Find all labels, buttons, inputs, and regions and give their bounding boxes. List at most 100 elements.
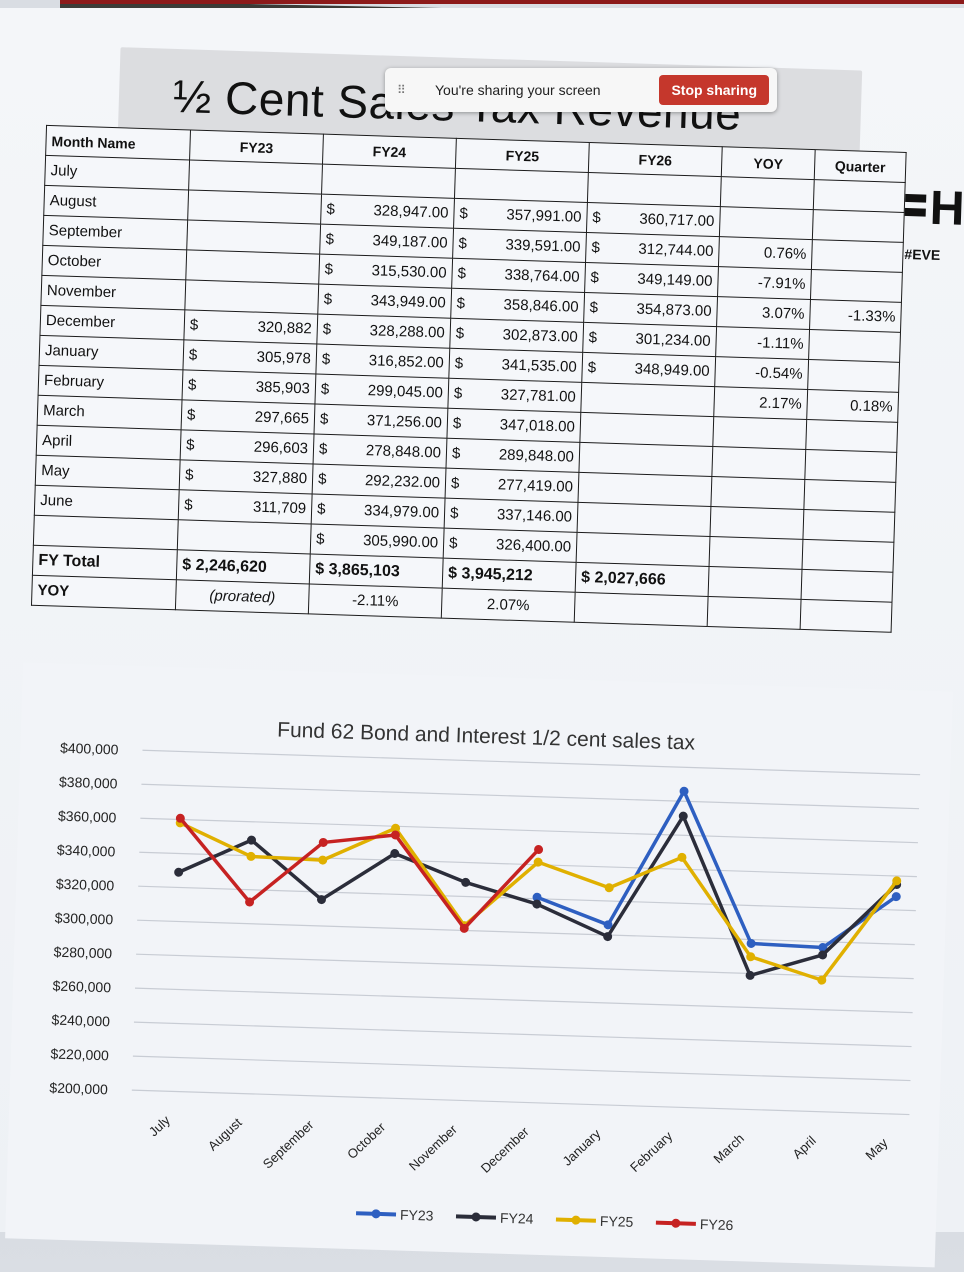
currency-symbol: $ <box>453 384 463 403</box>
data-point <box>604 883 614 893</box>
fy23-cell: $311,709 <box>178 489 313 524</box>
money-value: $315,530.00 <box>324 261 446 282</box>
drag-handle-icon[interactable]: ⠿ <box>397 83 406 97</box>
currency-symbol: $ <box>321 350 331 368</box>
y-tick-label: $300,000 <box>55 910 114 928</box>
total-fy26-value: 2,027,666 <box>594 568 666 589</box>
currency-symbol: $ <box>189 316 199 334</box>
chart-title: Fund 62 Bond and Interest 1/2 cent sales… <box>277 718 696 754</box>
fy24-cell: $305,990.00 <box>310 523 445 559</box>
currency-symbol: $ <box>589 299 599 317</box>
fy26-value: 312,744.00 <box>638 240 714 260</box>
yoy-cell <box>720 176 815 210</box>
month-cell: August <box>43 185 189 220</box>
y-tick-label: $200,000 <box>49 1080 108 1098</box>
money-value: $328,947.00 <box>326 201 448 222</box>
money-value: $385,903 <box>188 377 310 398</box>
fy23-value: 311,709 <box>252 498 307 518</box>
currency-symbol: $ <box>591 239 601 257</box>
month-cell: May <box>35 455 181 490</box>
data-point <box>892 876 902 886</box>
total-fy24-value: 3,865,103 <box>328 560 401 580</box>
currency-symbol: $ <box>319 410 329 428</box>
money-value: $334,979.00 <box>317 501 439 522</box>
fy25-value: 302,873.00 <box>502 326 578 346</box>
currency-symbol: $ <box>185 436 195 454</box>
fy26-value: 301,234.00 <box>635 330 711 350</box>
currency-symbol: $ <box>187 376 197 394</box>
money-value: $349,187.00 <box>325 231 447 252</box>
quarter-cell <box>810 269 903 303</box>
legend-label: FY26 <box>700 1216 734 1233</box>
total-fy26: $ 2,027,666 <box>575 562 710 597</box>
total-yoy <box>708 566 802 600</box>
yoy-cell <box>719 206 814 240</box>
currency-symbol: $ <box>323 290 333 308</box>
currency-symbol: $ <box>448 534 458 553</box>
fy25-cell: $338,764.00 <box>451 258 586 293</box>
header-fy25: FY25 <box>455 138 590 173</box>
month-cell: September <box>42 215 188 250</box>
month-cell: December <box>39 305 185 340</box>
currency-symbol: $ <box>324 260 334 279</box>
fy26-value: 360,717.00 <box>639 210 715 230</box>
fy25-value: 289,848.00 <box>498 446 575 466</box>
currency-symbol: $ <box>458 234 468 253</box>
money-value: $328,288.00 <box>323 321 445 342</box>
x-tick-label: April <box>790 1133 819 1162</box>
y-tick-label: $360,000 <box>58 808 117 826</box>
money-value: $326,400.00 <box>449 535 571 556</box>
legend-label: FY24 <box>500 1210 534 1227</box>
money-value: $354,873.00 <box>589 299 711 320</box>
money-value: $311,709 <box>184 496 306 517</box>
data-point <box>678 811 688 821</box>
fy26-cell: $301,234.00 <box>582 322 717 357</box>
money-value: $292,232.00 <box>318 471 440 492</box>
fy26-value: 354,873.00 <box>636 300 712 320</box>
currency-symbol: $ <box>184 466 194 484</box>
yoy-cell: 2.17% <box>713 386 808 420</box>
legend-marker <box>471 1212 481 1222</box>
data-point <box>603 932 613 942</box>
data-point <box>247 835 257 845</box>
fy26-cell: $360,717.00 <box>586 202 721 237</box>
y-tick-label: $280,000 <box>53 944 112 962</box>
money-value: $302,873.00 <box>455 325 577 346</box>
quarter-cell <box>811 239 904 273</box>
header-yoy: YOY <box>721 146 816 180</box>
fy24-cell: $299,045.00 <box>314 374 449 409</box>
total-label: FY Total <box>32 545 178 580</box>
currency-symbol: $ <box>183 496 193 514</box>
fy25-value: 341,535.00 <box>501 356 577 376</box>
yoy-cell <box>709 506 804 540</box>
yoy-fy24: -2.11% <box>308 583 443 619</box>
fy23-cell: $296,603 <box>180 429 315 464</box>
fy23-value: 320,882 <box>257 318 313 338</box>
yoy-cell: -1.11% <box>715 326 810 360</box>
fy25-cell: $357,991.00 <box>453 198 588 233</box>
stop-sharing-button[interactable]: Stop sharing <box>659 75 769 105</box>
x-tick-label: December <box>478 1123 532 1175</box>
fy23-value: 305,978 <box>256 348 312 368</box>
data-point <box>891 892 901 902</box>
y-tick-label: $240,000 <box>51 1012 110 1030</box>
fy24-cell: $343,949.00 <box>317 284 452 319</box>
data-point <box>390 849 400 859</box>
fy25-value: 347,018.00 <box>499 416 576 436</box>
fy25-cell: $277,419.00 <box>445 468 579 503</box>
data-point <box>459 923 469 933</box>
fy23-cell: $320,882 <box>183 309 318 345</box>
fy26-cell: $354,873.00 <box>583 292 718 327</box>
currency-symbol: $ <box>320 380 330 398</box>
currency-symbol: $ <box>459 204 469 223</box>
fy24-value: 292,232.00 <box>364 472 441 492</box>
money-value: $341,535.00 <box>455 355 577 376</box>
header-month: Month Name <box>45 125 191 160</box>
fy24-cell: $316,852.00 <box>315 344 450 379</box>
total-fy24: $ 3,865,103 <box>309 553 444 589</box>
currency-symbol: $ <box>580 568 591 586</box>
fy23-value: 296,603 <box>253 438 309 458</box>
currency-symbol: $ <box>447 564 458 582</box>
yoy-cell <box>710 476 805 510</box>
money-value: $278,848.00 <box>319 441 441 462</box>
